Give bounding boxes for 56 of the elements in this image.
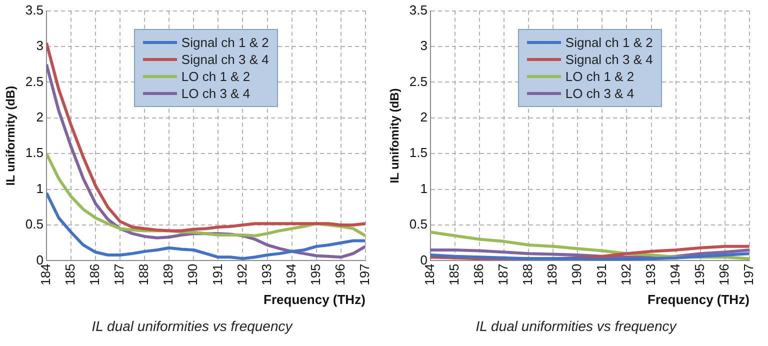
y-tick-label: 2.5 [409,74,428,89]
y-tick-label: 1 [36,180,44,196]
text: IL dual uniformities vs frequency [90,318,294,334]
x-tick-label: 186 [471,264,486,286]
y-axis-title: IL unifomity (dB) [388,88,402,184]
x-tick-label: 191 [210,264,225,286]
x-tick-label: 194 [667,264,682,286]
x-tick-label: 192 [618,264,634,286]
x-tick-label: 189 [544,264,560,286]
x-tick-label: 193 [642,264,658,286]
x-tick-label: 185 [62,264,78,286]
x-axis-title: Frequency (THz) [264,292,366,307]
x-tick-label: 190 [185,264,200,286]
x-tick-label: 197 [740,264,756,286]
y-tick-label: 0.5 [409,216,428,232]
x-tick-label: 187 [496,264,511,286]
y-tick-label: 3.5 [25,2,44,18]
legend-label: Signal ch 3 & 4 [181,52,269,67]
x-tick-label: 190 [569,264,584,286]
x-tick-label: 194 [283,264,298,286]
x-tick-label: 196 [332,264,348,286]
y-axis-title: IL uniformity (dB) [4,86,18,186]
x-tick-label: 197 [356,264,372,286]
y-tick-label: 1.5 [25,145,44,160]
legend-label: Signal ch 1 & 2 [565,34,653,50]
y-tick-label: 2.5 [25,74,44,89]
legend-label: LO ch 3 & 4 [181,86,250,101]
x-tick-label: 186 [87,264,102,286]
x-tick-label: 184 [38,264,54,286]
y-tick-label: 2 [420,109,428,124]
y-tick-label: 2 [36,109,44,124]
x-tick-label: 188 [136,264,152,286]
y-tick-label: 0.5 [25,216,44,232]
x-tick-label: 184 [422,264,438,286]
legend-label: LO ch 1 & 2 [181,68,250,84]
text: IL dual uniformities vs frequency [474,318,678,334]
x-tick-label: 188 [520,264,536,286]
y-tick-label: 3 [36,38,44,54]
x-axis-title: Frequency (THz) [648,292,750,307]
y-tick-label: 1 [420,180,428,196]
x-tick-label: 191 [594,264,609,286]
legend-label: LO ch 1 & 2 [565,68,634,84]
legend-label: Signal ch 3 & 4 [565,52,653,67]
y-tick-label: 3.5 [409,2,428,18]
x-tick-label: 192 [234,264,250,286]
x-tick-label: 193 [258,264,274,286]
x-tick-label: 189 [160,264,176,286]
x-tick-label: 195 [308,264,323,286]
legend-label: Signal ch 1 & 2 [181,34,269,50]
x-tick-label: 187 [112,264,127,286]
x-tick-label: 195 [692,264,707,286]
y-tick-label: 3 [420,38,428,54]
x-tick-label: 185 [446,264,462,286]
x-tick-label: 196 [716,264,732,286]
legend-label: LO ch 3 & 4 [565,86,634,101]
y-tick-label: 1.5 [409,145,428,160]
